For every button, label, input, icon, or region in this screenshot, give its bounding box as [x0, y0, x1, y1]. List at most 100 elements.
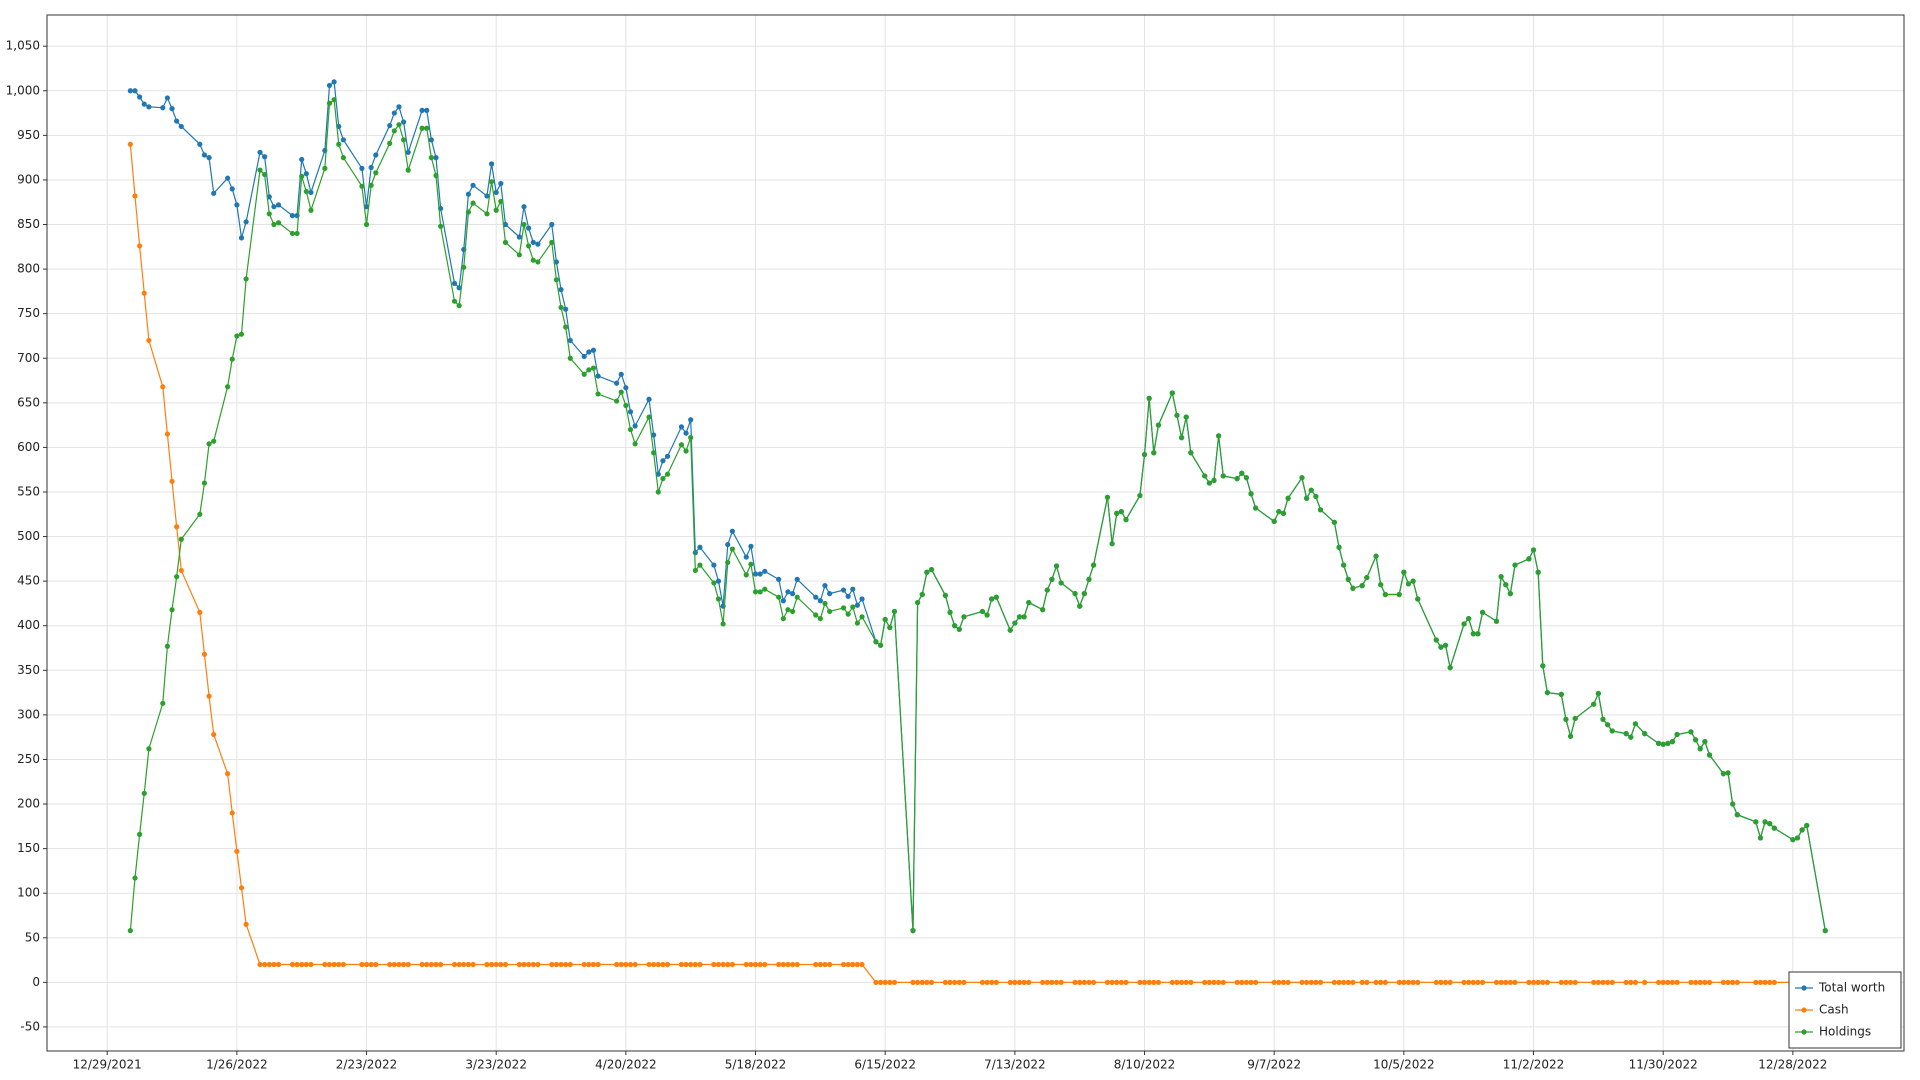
- data-point: [502, 961, 509, 968]
- data-point: [1447, 979, 1453, 985]
- data-point: [225, 175, 231, 181]
- data-point: [1572, 715, 1578, 722]
- data-point: [563, 306, 569, 312]
- x-tick-label: 2/23/2022: [336, 1058, 398, 1072]
- data-point: [729, 528, 735, 534]
- data-point: [1706, 752, 1713, 758]
- data-point: [956, 979, 962, 985]
- x-tick-label: 10/5/2022: [1373, 1058, 1435, 1072]
- data-point: [1341, 979, 1347, 985]
- data-point: [1655, 979, 1662, 985]
- data-point: [664, 471, 671, 477]
- data-point: [211, 731, 217, 738]
- data-point: [428, 137, 434, 143]
- data-point: [915, 599, 921, 606]
- data-point: [993, 594, 999, 600]
- data-point: [720, 961, 726, 968]
- data-point: [405, 167, 411, 173]
- y-tick-label: 900: [17, 172, 40, 186]
- data-point: [400, 119, 407, 125]
- data-point: [234, 202, 240, 208]
- data-point: [822, 600, 828, 607]
- data-point: [465, 191, 472, 197]
- data-point: [373, 170, 379, 176]
- data-point: [178, 567, 184, 574]
- data-point: [1077, 979, 1083, 985]
- data-point: [396, 122, 402, 128]
- data-point: [586, 349, 592, 355]
- data-point: [331, 79, 337, 85]
- data-point: [789, 608, 796, 615]
- data-point: [1503, 582, 1509, 588]
- data-point: [373, 152, 379, 158]
- series: [127, 79, 1828, 985]
- data-point: [1730, 979, 1736, 985]
- data-point: [618, 389, 624, 395]
- data-point: [1507, 979, 1513, 985]
- data-point: [1461, 621, 1467, 627]
- data-point: [169, 607, 175, 613]
- legend-label: Total worth: [1818, 981, 1885, 995]
- data-point: [470, 182, 476, 188]
- data-point: [1271, 979, 1277, 985]
- data-point: [456, 303, 462, 309]
- data-point: [1461, 979, 1467, 985]
- data-point: [1669, 739, 1676, 745]
- data-point: [1642, 979, 1648, 985]
- data-point: [776, 576, 782, 582]
- y-tick-label: 500: [17, 529, 40, 543]
- data-point: [618, 961, 624, 968]
- data-point: [1475, 631, 1481, 637]
- data-point: [1623, 731, 1629, 737]
- data-point: [1336, 544, 1342, 550]
- data-point: [363, 961, 370, 968]
- data-point: [368, 182, 374, 188]
- data-point: [146, 104, 152, 110]
- data-point: [1605, 979, 1611, 985]
- data-point: [340, 155, 346, 161]
- y-tick-label: 150: [17, 841, 40, 855]
- data-point: [243, 219, 249, 225]
- data-point: [206, 441, 212, 447]
- data-point: [1253, 979, 1259, 985]
- data-point: [526, 243, 532, 249]
- data-point: [1415, 596, 1421, 602]
- data-point: [521, 204, 527, 210]
- data-point: [1433, 637, 1439, 643]
- data-point: [989, 596, 995, 602]
- data-point: [590, 347, 597, 353]
- data-point: [1540, 663, 1546, 669]
- data-point: [303, 961, 309, 968]
- data-point: [1248, 491, 1254, 497]
- data-point: [331, 97, 337, 103]
- data-point: [1280, 510, 1287, 516]
- data-point: [1498, 979, 1504, 985]
- data-point: [1725, 979, 1731, 985]
- data-point: [1285, 495, 1291, 501]
- data-point: [1151, 450, 1157, 456]
- data-point: [275, 220, 282, 226]
- data-point: [979, 979, 986, 985]
- legend: Total worth Cash Holdings: [1788, 971, 1902, 1049]
- data-point: [456, 285, 462, 291]
- data-point: [368, 164, 374, 171]
- data-point: [419, 961, 425, 968]
- data-point: [1535, 979, 1541, 985]
- data-point: [1155, 422, 1162, 428]
- series-line: [129, 98, 1826, 931]
- data-point: [1044, 587, 1050, 593]
- data-point: [266, 211, 272, 217]
- x-tick-label: 12/28/2022: [1758, 1058, 1827, 1072]
- data-point: [1572, 979, 1578, 985]
- legend-label: Holdings: [1819, 1025, 1871, 1039]
- y-tick-label: 100: [17, 886, 40, 900]
- data-point: [1216, 979, 1222, 985]
- data-point: [882, 616, 888, 623]
- data-point: [887, 979, 893, 985]
- data-point: [1109, 541, 1115, 547]
- data-point: [400, 961, 407, 968]
- data-point: [1021, 614, 1027, 620]
- data-point: [715, 578, 722, 584]
- data-point: [646, 961, 652, 968]
